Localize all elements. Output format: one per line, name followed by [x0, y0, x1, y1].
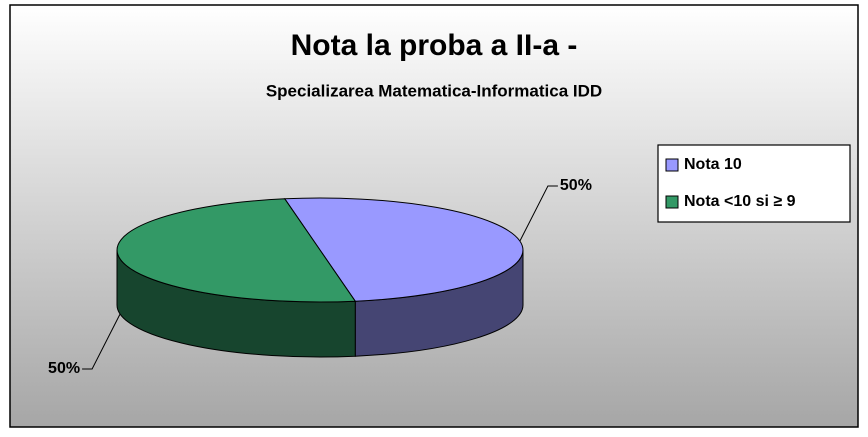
leader-line [519, 185, 558, 242]
leader-line [82, 313, 121, 370]
legend-swatch [665, 158, 679, 172]
chart-title: Nota la proba a II-a - [291, 29, 578, 62]
legend-label: Nota 10 [684, 156, 742, 173]
legend-swatch [665, 195, 679, 209]
chart-subtitle: Specializarea Matematica-Informatica IDD [266, 81, 602, 100]
legend-box [657, 144, 851, 223]
legend-label: Nota <10 si ≥ 9 [684, 193, 796, 210]
pie-slice [116, 198, 357, 303]
data-label: 50% [48, 360, 80, 377]
data-label: 50% [560, 177, 592, 194]
